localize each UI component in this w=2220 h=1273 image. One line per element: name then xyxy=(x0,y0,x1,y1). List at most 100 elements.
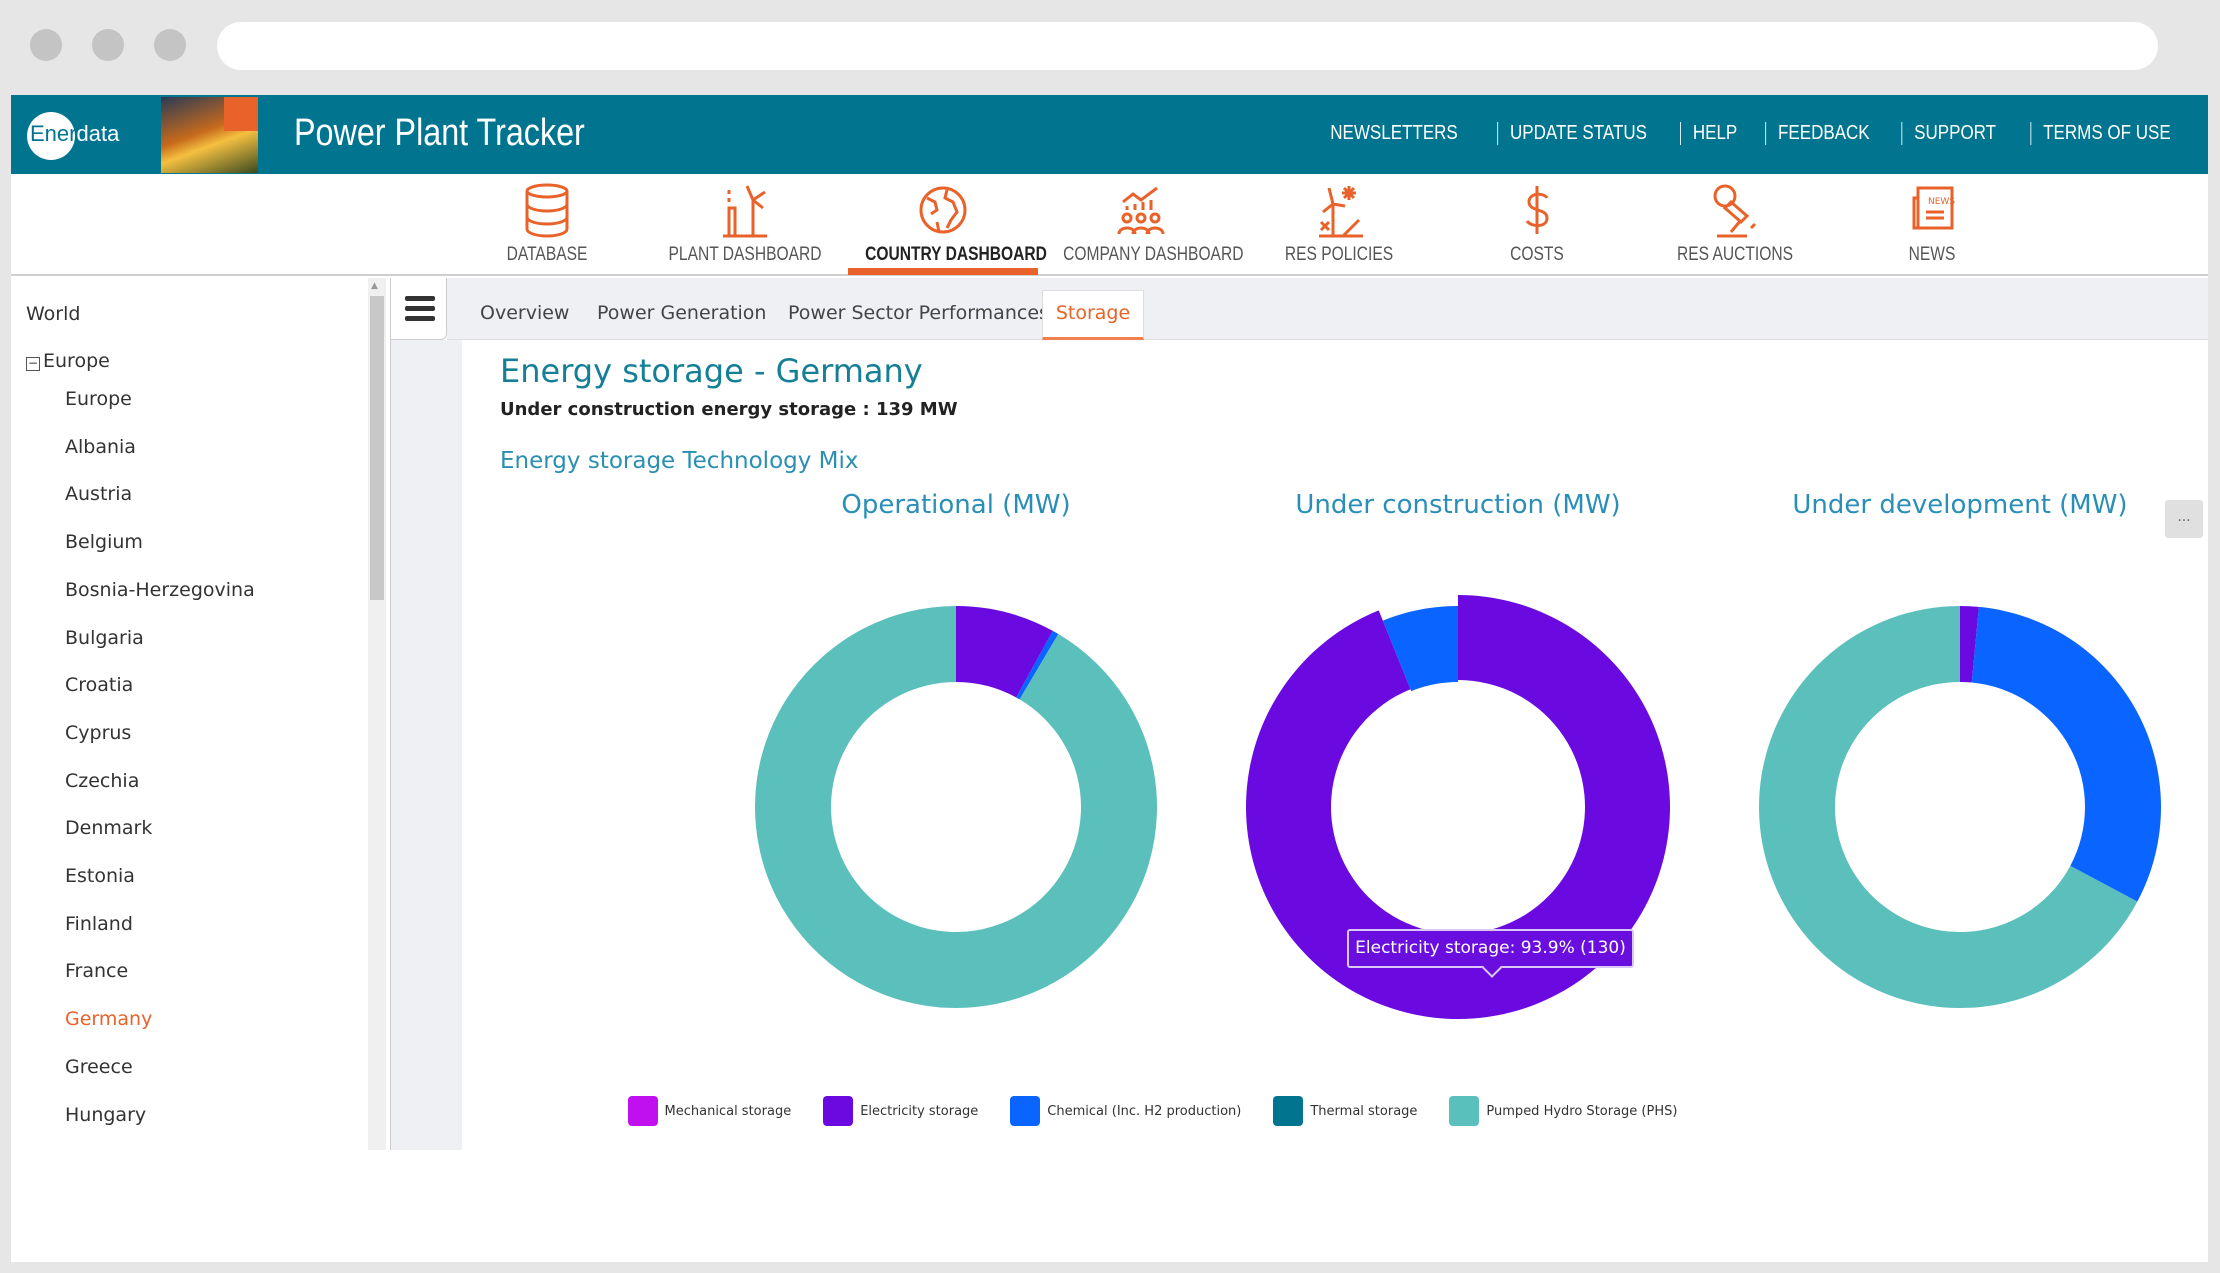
legend-item[interactable]: Chemical (Inc. H2 production) xyxy=(1010,1096,1241,1126)
link-update-status[interactable]: UPDATE STATUS xyxy=(1497,122,1660,145)
sidebar-item-country[interactable]: Czechia xyxy=(65,769,140,792)
donut-slice-chemical-inc-h2-production[interactable] xyxy=(1382,606,1458,692)
legend-label: Chemical (Inc. H2 production) xyxy=(1047,1103,1242,1119)
sidebar-item-country[interactable]: Europe xyxy=(65,388,132,410)
tab-power-generation[interactable]: Power Generation xyxy=(597,302,767,324)
sidebar-item-country[interactable]: Finland xyxy=(65,912,133,935)
sidebar-item-country[interactable]: Greece xyxy=(65,1055,133,1078)
svg-text:NEWS: NEWS xyxy=(1928,197,1955,207)
nav-plant-dashboard[interactable]: PLANT DASHBOARD xyxy=(650,182,840,266)
nav-label: DATABASE xyxy=(506,244,588,265)
scroll-up-arrow-icon[interactable]: ▲ xyxy=(371,281,378,291)
database-icon xyxy=(525,183,569,238)
sidebar-item-country[interactable]: Cyprus xyxy=(65,721,132,744)
legend-label: Mechanical storage xyxy=(664,1103,792,1119)
address-bar[interactable] xyxy=(217,22,2158,70)
nav-label: COSTS xyxy=(1510,244,1564,265)
sidebar-item-country[interactable]: Bosnia-Herzegovina xyxy=(65,578,255,601)
section-title: Energy storage Technology Mix xyxy=(500,448,859,474)
nav-country-dashboard[interactable]: COUNTRY DASHBOARD xyxy=(848,182,1047,275)
donut-slice-chemical-inc-h2-production[interactable] xyxy=(1016,630,1059,700)
window-maximize-dot[interactable] xyxy=(154,29,186,61)
legend-swatch xyxy=(1010,1096,1041,1126)
legend-swatch xyxy=(627,1096,658,1126)
legend-swatch xyxy=(1449,1096,1480,1126)
content-gutter xyxy=(390,340,462,1150)
chart-tooltip: Electricity storage: 93.9% (130) xyxy=(1347,929,1634,968)
sidebar-scrollbar-thumb[interactable] xyxy=(370,296,384,600)
power-plant-icon xyxy=(723,185,767,238)
donut-slice-electricity-storage[interactable] xyxy=(1960,606,1979,683)
sidebar-item-country[interactable]: Austria xyxy=(65,483,133,506)
power-plant-tracker-image xyxy=(161,97,258,173)
legend-item[interactable]: Mechanical storage xyxy=(627,1096,792,1126)
window-close-dot[interactable] xyxy=(30,29,62,61)
donut-slice-chemical-inc-h2-production[interactable] xyxy=(1971,606,2162,902)
legend-swatch xyxy=(823,1096,854,1126)
sidebar-item-country[interactable]: Albania xyxy=(65,435,136,458)
legend-item[interactable]: Electricity storage xyxy=(823,1096,978,1126)
page-subtitle: Under construction energy storage : 139 … xyxy=(500,399,958,420)
nav-label: RES AUCTIONS xyxy=(1676,244,1794,265)
renewable-icon xyxy=(1319,186,1363,238)
window-minimize-dot[interactable] xyxy=(92,29,124,61)
chart-legend: Mechanical storage Electricity storage Che… xyxy=(0,1096,2220,1126)
sidebar-item-world[interactable]: World xyxy=(26,303,81,325)
legend-label: Electricity storage xyxy=(860,1103,979,1119)
nav-label: COMPANY DASHBOARD xyxy=(1063,244,1244,265)
sidebar-group-label: Europe xyxy=(43,350,110,372)
nav-label: RES POLICIES xyxy=(1284,244,1394,265)
sidebar-item-country[interactable]: France xyxy=(65,960,129,983)
nav-res-auctions[interactable]: RES AUCTIONS xyxy=(1640,182,1830,266)
brand-image-tag xyxy=(224,97,258,131)
nav-database[interactable]: DATABASE xyxy=(452,182,642,266)
sidebar-item-country[interactable]: Belgium xyxy=(65,531,143,554)
nav-label: NEWS xyxy=(1908,244,1956,265)
donut-slice-electricity-storage[interactable] xyxy=(956,606,1053,698)
country-sidebar: World − Europe Europe Albania Austria Belgiu… xyxy=(11,278,368,1150)
donut-slice-pumped-hydro-storage-phs[interactable] xyxy=(755,605,1158,1009)
legend-label: Thermal storage xyxy=(1310,1103,1418,1119)
sidebar-group-europe[interactable]: − Europe xyxy=(26,350,110,372)
donut-slice-pumped-hydro-storage-phs[interactable] xyxy=(1759,606,2138,1008)
sidebar-item-country[interactable]: Estonia xyxy=(65,865,135,887)
tab-power-sector-performances[interactable]: Power Sector Performances xyxy=(788,302,1049,324)
nav-label: COUNTRY DASHBOARD xyxy=(865,244,1047,265)
top-links: NEWSLETTERS UPDATE STATUS HELP FEEDBACK … xyxy=(1305,122,2196,145)
enerdata-logo-text: Enerdata xyxy=(30,121,120,146)
nav-costs[interactable]: COSTS xyxy=(1442,182,1632,266)
legend-item[interactable]: Pumped Hydro Storage (PHS) xyxy=(1449,1096,1677,1126)
nav-res-policies[interactable]: RES POLICIES xyxy=(1244,182,1434,266)
collapse-icon[interactable]: − xyxy=(26,356,40,371)
sidebar-item-country[interactable]: Denmark xyxy=(65,817,153,840)
sidebar-item-country[interactable]: Germany xyxy=(65,1008,153,1031)
donut-slice-electricity-storage[interactable] xyxy=(1246,595,1671,1019)
tab-bar: Overview Power Generation Power Sector P… xyxy=(447,278,2208,340)
link-support[interactable]: SUPPORT xyxy=(1901,122,2008,145)
nav-news[interactable]: NEWS NEWS xyxy=(1837,182,2027,266)
chart-menu-button[interactable]: ... xyxy=(2165,500,2203,538)
chart-title-under-construction: Under construction (MW) xyxy=(1295,490,1621,520)
enerdata-logo[interactable] xyxy=(27,112,75,160)
nav-company-dashboard[interactable]: COMPANY DASHBOARD xyxy=(1046,182,1244,266)
sidebar-item-country[interactable]: Hungary xyxy=(65,1103,147,1126)
chart-title-under-development: Under development (MW) xyxy=(1792,490,2128,520)
company-chart-icon xyxy=(1117,186,1165,235)
globe-icon xyxy=(919,186,967,234)
sidebar-item-country[interactable]: Croatia xyxy=(65,674,134,697)
app-header xyxy=(11,95,2208,174)
link-feedback[interactable]: FEEDBACK xyxy=(1765,122,1881,145)
tab-overview[interactable]: Overview xyxy=(480,302,570,324)
legend-item[interactable]: Thermal storage xyxy=(1273,1096,1417,1126)
link-terms-of-use[interactable]: TERMS OF USE xyxy=(2030,122,2182,145)
main-nav: DATABASE PLANT DASHBOARD COUNTRY DASHBOA… xyxy=(11,174,2208,276)
link-help[interactable]: HELP xyxy=(1679,122,1749,145)
sidebar-item-country[interactable]: Bulgaria xyxy=(65,626,144,649)
tab-storage[interactable]: Storage xyxy=(1042,290,1144,340)
legend-label: Pumped Hydro Storage (PHS) xyxy=(1486,1103,1678,1119)
chart-title-operational: Operational (MW) xyxy=(841,490,1071,520)
menu-toggle-button[interactable] xyxy=(390,278,447,340)
newspaper-icon: NEWS xyxy=(1912,186,1955,230)
link-newsletters[interactable]: NEWSLETTERS xyxy=(1330,122,1459,144)
